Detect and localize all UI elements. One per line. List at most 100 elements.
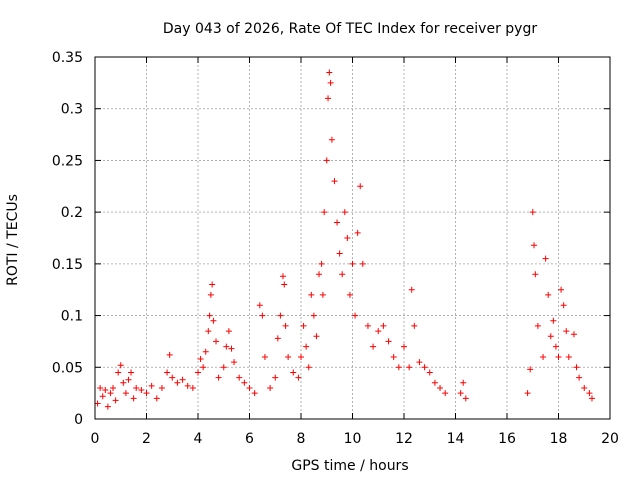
data-point xyxy=(274,335,281,342)
data-point xyxy=(120,379,127,386)
y-tick-label: 0.15 xyxy=(52,257,83,273)
data-point xyxy=(375,328,382,335)
data-point xyxy=(246,384,253,391)
data-point xyxy=(390,353,397,360)
data-point xyxy=(290,369,297,376)
data-point xyxy=(334,219,341,226)
data-points xyxy=(94,69,595,410)
x-tick-label: 14 xyxy=(447,431,465,447)
data-point xyxy=(540,353,547,360)
data-point xyxy=(298,353,304,360)
data-point xyxy=(228,345,235,352)
data-point xyxy=(143,390,150,397)
data-point xyxy=(267,384,274,391)
data-point xyxy=(364,322,371,329)
data-point xyxy=(195,369,201,376)
data-point xyxy=(421,364,428,371)
data-point xyxy=(205,328,212,335)
data-point xyxy=(457,390,464,397)
y-tick-label: 0.3 xyxy=(61,102,83,118)
data-point xyxy=(308,291,315,298)
data-point xyxy=(184,382,191,389)
data-point xyxy=(209,281,216,288)
axis-ticks xyxy=(94,56,611,420)
data-point xyxy=(359,260,366,267)
data-point xyxy=(570,331,577,338)
data-point xyxy=(282,322,289,329)
data-point xyxy=(336,250,343,257)
data-point xyxy=(380,322,387,329)
data-point xyxy=(416,359,423,366)
data-point xyxy=(189,384,196,391)
data-point xyxy=(158,384,165,391)
data-point xyxy=(279,273,286,280)
y-axis-label: ROTI / TECUs xyxy=(5,194,21,286)
data-point xyxy=(130,395,137,402)
data-point xyxy=(122,390,129,397)
data-point xyxy=(272,374,279,381)
data-point xyxy=(586,390,593,397)
data-point xyxy=(107,390,114,397)
x-tick-label: 18 xyxy=(550,431,568,447)
data-point xyxy=(588,395,595,402)
chart-title: Day 043 of 2026, Rate Of TEC Index for r… xyxy=(163,21,537,37)
x-axis-label: GPS time / hours xyxy=(291,458,408,474)
data-point xyxy=(323,157,330,164)
data-point xyxy=(408,286,415,293)
data-point xyxy=(128,369,135,376)
data-point xyxy=(401,343,407,350)
grid-lines xyxy=(95,57,610,419)
data-point xyxy=(310,312,317,319)
data-point xyxy=(534,322,541,329)
data-point xyxy=(395,364,402,371)
data-point xyxy=(166,351,173,358)
data-point xyxy=(344,235,351,241)
data-point xyxy=(202,348,209,355)
data-point xyxy=(341,209,348,216)
data-point xyxy=(565,353,572,360)
data-point xyxy=(174,379,181,386)
data-point xyxy=(251,390,258,397)
data-point xyxy=(563,328,570,335)
data-point xyxy=(94,400,101,407)
data-point xyxy=(215,374,222,381)
data-point xyxy=(213,338,220,345)
data-point xyxy=(97,384,104,391)
data-point xyxy=(325,95,332,102)
data-point xyxy=(285,353,292,360)
x-tick-label: 20 xyxy=(601,431,619,447)
data-point xyxy=(206,312,213,319)
data-point xyxy=(169,374,176,381)
data-point xyxy=(550,317,557,324)
data-point xyxy=(352,312,359,319)
data-point xyxy=(318,260,325,267)
data-point xyxy=(241,379,248,386)
x-tick-label: 12 xyxy=(395,431,413,447)
data-point xyxy=(531,242,538,249)
data-point xyxy=(225,328,232,335)
data-point xyxy=(112,397,119,404)
data-point xyxy=(281,281,288,288)
data-point xyxy=(210,317,217,324)
data-point xyxy=(102,387,109,394)
data-point xyxy=(560,302,567,309)
x-tick-label: 8 xyxy=(297,431,306,447)
data-point xyxy=(426,369,433,376)
data-point xyxy=(576,374,583,381)
data-point xyxy=(138,387,145,394)
data-point xyxy=(370,343,377,350)
data-point xyxy=(200,364,207,371)
data-point xyxy=(527,366,534,373)
x-tick-label: 6 xyxy=(245,431,254,447)
data-point xyxy=(313,333,320,340)
data-point xyxy=(532,271,539,278)
x-tick-label: 2 xyxy=(142,431,151,447)
x-tick-label: 16 xyxy=(498,431,516,447)
data-point xyxy=(547,333,554,340)
data-point xyxy=(115,369,122,376)
y-tick-label: 0.2 xyxy=(61,205,83,221)
data-point xyxy=(236,374,243,381)
x-tick-label: 0 xyxy=(91,431,100,447)
